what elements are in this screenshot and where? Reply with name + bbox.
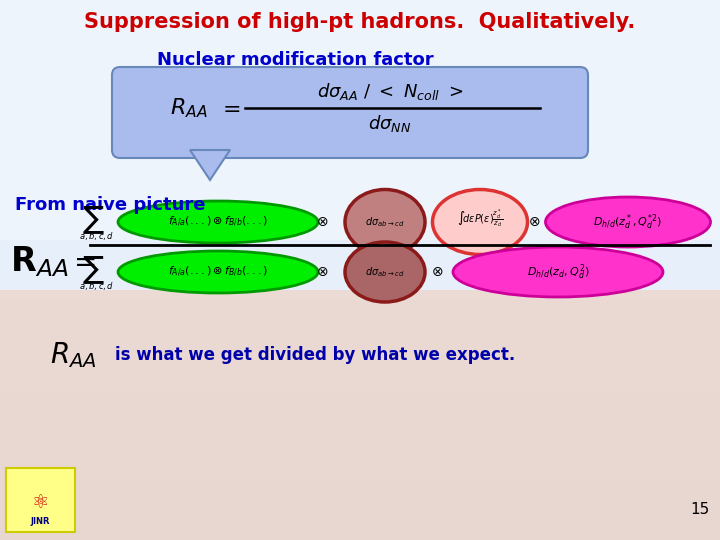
Text: $R_{AA}$: $R_{AA}$: [50, 340, 96, 370]
Text: ⚛: ⚛: [31, 492, 49, 511]
Ellipse shape: [345, 242, 425, 302]
FancyBboxPatch shape: [112, 67, 588, 158]
Text: $f_{A/a}(...)\otimes f_{B/b}(...)$: $f_{A/a}(...)\otimes f_{B/b}(...)$: [168, 265, 269, 279]
Text: Suppression of high-pt hadrons.  Qualitatively.: Suppression of high-pt hadrons. Qualitat…: [84, 12, 636, 32]
Bar: [0, 290, 720, 540]
Text: $=$: $=$: [218, 97, 240, 119]
Text: $\mathbf{R}_{AA}$: $\mathbf{R}_{AA}$: [10, 245, 68, 279]
Text: $\otimes$: $\otimes$: [528, 215, 540, 229]
Text: $a,b,c,d$: $a,b,c,d$: [79, 280, 114, 292]
Bar: [0, 480, 720, 510]
Text: $=$: $=$: [68, 248, 96, 275]
Ellipse shape: [345, 190, 425, 254]
Text: Nuclear modification factor: Nuclear modification factor: [157, 51, 433, 69]
Text: From naive picture: From naive picture: [15, 196, 205, 214]
Ellipse shape: [118, 251, 318, 293]
Text: $f_{A/a}(...)\otimes f_{B/b}(...)$: $f_{A/a}(...)\otimes f_{B/b}(...)$: [168, 215, 269, 229]
Text: $D_{h/d}(z_d, Q_d^{2})$: $D_{h/d}(z_d, Q_d^{2})$: [526, 262, 590, 282]
Text: $\otimes$: $\otimes$: [316, 215, 328, 229]
Ellipse shape: [546, 197, 711, 247]
Text: $d\sigma_{ab\to cd}$: $d\sigma_{ab\to cd}$: [365, 215, 405, 229]
Bar: [0, 420, 720, 450]
Text: $\int\!d\varepsilon P(\varepsilon)\frac{z_d^*}{z_d}$: $\int\!d\varepsilon P(\varepsilon)\frac{…: [457, 207, 503, 229]
Bar: [0, 390, 720, 420]
Text: $\otimes$: $\otimes$: [316, 265, 328, 279]
Bar: [0, 0, 720, 290]
Bar: [0, 450, 720, 480]
FancyBboxPatch shape: [6, 468, 75, 532]
Bar: [0, 510, 720, 540]
Text: $d\sigma_{AA}\ /\ <\ N_{coll}\ >$: $d\sigma_{AA}\ /\ <\ N_{coll}\ >$: [317, 82, 463, 103]
Bar: [0, 300, 720, 330]
Text: $\sum$: $\sum$: [81, 204, 104, 236]
Text: $\otimes$: $\otimes$: [431, 265, 444, 279]
Text: $d\sigma_{ab\to cd}$: $d\sigma_{ab\to cd}$: [365, 265, 405, 279]
Text: is what we get divided by what we expect.: is what we get divided by what we expect…: [115, 346, 516, 364]
Text: 15: 15: [690, 503, 710, 517]
Text: $\sum$: $\sum$: [81, 254, 104, 286]
Polygon shape: [190, 150, 230, 180]
Ellipse shape: [433, 190, 528, 254]
Bar: [0, 240, 720, 290]
Text: $D_{h/d}(z_d^*,Q_d^{*2})$: $D_{h/d}(z_d^*,Q_d^{*2})$: [593, 212, 662, 232]
Text: $d\sigma_{NN}$: $d\sigma_{NN}$: [369, 113, 412, 134]
Text: JINR: JINR: [30, 517, 50, 526]
Ellipse shape: [453, 247, 663, 297]
Text: $R_{AA}$: $R_{AA}$: [170, 96, 207, 120]
Bar: [0, 330, 720, 360]
Bar: [0, 360, 720, 390]
Text: $a,b,c,d$: $a,b,c,d$: [79, 230, 114, 242]
Ellipse shape: [118, 201, 318, 243]
